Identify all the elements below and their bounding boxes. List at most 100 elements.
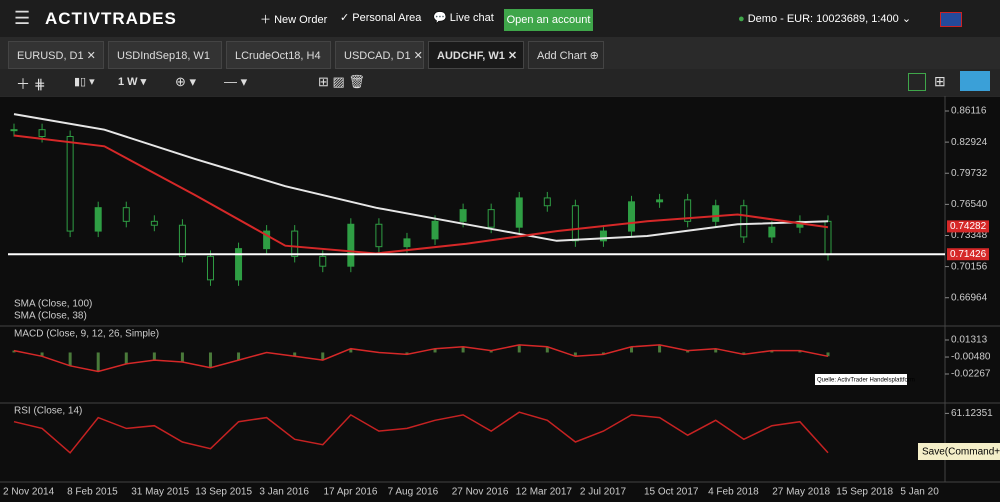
grid-layout[interactable]: ⊞ [934,73,946,89]
macd-histogram-bar [208,352,212,368]
macd-histogram-bar [601,352,605,355]
logo[interactable]: ACTIVTRADES [45,9,177,28]
y-tick-label: 61.12351 [951,408,993,419]
y-tick-label: 0.79732 [951,168,988,179]
macd-histogram-bar [826,352,830,357]
date-label: 5 Jan 20 [900,487,939,498]
live-chat-text: Live chat [449,12,494,24]
add-indicator[interactable]: ⊕ ▾ [175,74,197,89]
macd-histogram-bar [686,350,690,353]
menu-icon[interactable]: ☰ [14,8,31,28]
account-text: Demo - EUR: 10023689, 1:400 [747,13,899,25]
macd-histogram-bar [96,352,100,372]
candle [319,255,327,267]
new-order-text: New Order [274,14,328,26]
cloud-button[interactable] [960,71,990,91]
indicator-label: SMA (Close, 38) [14,311,87,322]
price-flag-label: 0.71426 [950,249,987,260]
price-flag-label: 0.74282 [950,221,987,232]
candle [599,230,607,242]
indicator-label: SMA (Close, 100) [14,299,92,310]
candle [178,224,186,257]
tooltip: Save(Command+ [922,447,1000,458]
date-label: 27 May 2018 [772,487,830,498]
tab-label: EURUSD, D1 [17,50,84,62]
macd-histogram-bar [545,346,549,353]
chart-tab[interactable]: AUDCHF, W1 ✕ [428,41,524,69]
crosshair-tool[interactable]: ＋ ⋕ [16,76,46,92]
chart-tab[interactable]: USDIndSep18, W1 ✕ [108,41,222,90]
live-chat[interactable]: 💬 Live chat [433,12,494,24]
top-bar: ☰ ACTIVTRADES ＋ New Order ✓ Personal Are… [0,0,1000,37]
date-label: 4 Feb 2018 [708,487,759,498]
macd-histogram-bar [630,346,634,353]
add-chart-label: Add Chart [537,50,587,62]
date-label: 13 Sep 2015 [195,487,252,498]
date-label: 7 Aug 2016 [388,487,439,498]
personal-area[interactable]: ✓ Personal Area [340,12,422,24]
period: 1 W [118,76,138,88]
macd-histogram-bar [68,352,72,366]
y-tick-label: 0.70156 [951,261,988,272]
candle [263,230,271,250]
candle [740,205,748,238]
candle [712,205,720,222]
candle [66,136,74,232]
candle [487,209,495,228]
open-account-button[interactable]: Open an account [504,9,593,31]
tab-label: AUDCHF, W1 [437,50,505,62]
plot-bg [0,96,1000,502]
chart-tab[interactable]: EURUSD, D1 ✕ [8,41,104,69]
candle [656,199,664,203]
date-label: 31 May 2015 [131,487,189,498]
candle [515,197,523,228]
sma-38-line [13,134,829,255]
new-order[interactable]: ＋ New Order [260,14,328,26]
candle [347,223,355,267]
chart-tab[interactable]: USDCAD, D1 ✕ [335,41,424,69]
macd-histogram-bar [517,344,521,353]
y-tick-label: 0.73348 [951,230,988,241]
macd-histogram-bar [770,350,774,353]
y-tick-label: 0.66964 [951,292,988,303]
candle [375,223,383,248]
candle [628,201,636,232]
macd-histogram-bar [742,352,746,355]
tab-label: LCrudeOct18, H4 [235,50,321,62]
candle [38,129,46,138]
single-layout[interactable] [908,73,926,91]
macd-histogram-bar [180,352,184,362]
language-flag[interactable] [940,12,962,27]
period-select[interactable]: 1 W ▾ [118,76,147,88]
candle [94,207,102,232]
account-select[interactable]: ● Demo - EUR: 10023689, 1:400 ⌄ [738,13,912,25]
line-tool[interactable]: — ▾ [224,74,248,89]
chart-type[interactable]: ▮▯ ▾ [74,76,95,88]
y-tick-label: 0.82924 [951,137,988,148]
tools[interactable]: ⊞ ▨ 🗑 [318,74,365,89]
date-label: 3 Jan 2016 [259,487,309,498]
candle [206,255,214,281]
add-chart[interactable]: Add Chart ⊕ [528,41,604,69]
toolbar: ＋ ⋕ ▮▯ ▾ 1 W ▾ ⊕ ▾ — ▾ ⊞ ▨ 🗑 ⊞ [0,69,1000,96]
sma-100-line [13,113,829,242]
date-label: 8 Feb 2015 [67,487,118,498]
macd-histogram-bar [152,352,156,361]
source-label: Quelle: ActivTrader Handelsplattform [817,378,915,384]
price-flag [947,220,989,233]
macd-histogram-bar [714,348,718,353]
date-label: 2 Nov 2014 [3,487,55,498]
candle [235,248,243,281]
macd-histogram-bar [461,346,465,353]
macd-histogram-bar [405,352,409,355]
date-label: 27 Nov 2016 [452,487,509,498]
tab-label: USDIndSep18, W1 [117,50,210,62]
candle [403,238,411,248]
candle [122,207,130,222]
rsi-label: RSI (Close, 14) [14,406,82,417]
chart-tab[interactable]: LCrudeOct18, H4 ✕ [226,41,331,90]
candle [459,209,467,222]
tooltip-box [918,443,1000,460]
macd-label: MACD (Close, 9, 12, 26, Simple) [14,329,159,340]
